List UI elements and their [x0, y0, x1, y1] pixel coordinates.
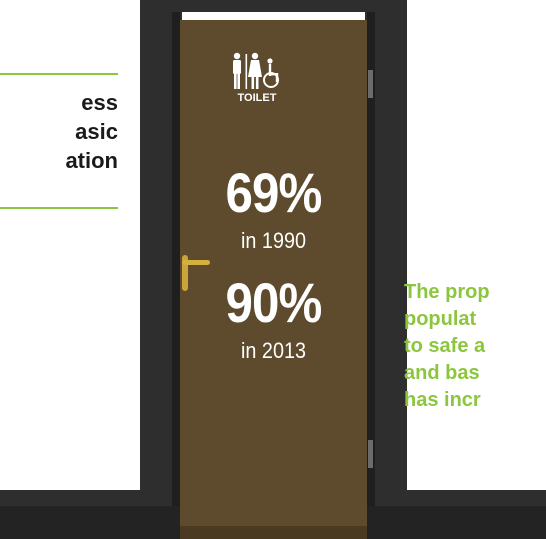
toilet-sign-icon: [233, 52, 279, 89]
left-bottom-rule: [0, 207, 118, 209]
stat-value-1990: 69%: [225, 161, 322, 224]
door-bottom-edge: [180, 526, 367, 539]
stat-value-2013: 90%: [225, 271, 322, 334]
stat-year-1990: in 1990: [241, 228, 306, 253]
left-top-rule: [0, 73, 118, 75]
right-caption-line-4: and bas: [404, 362, 480, 384]
left-caption-line-3: ation: [65, 148, 118, 173]
left-caption-line-2: asic: [75, 119, 118, 144]
door-hinge-top: [368, 70, 373, 98]
right-caption: The prop populat to safe a and bas has i…: [404, 279, 546, 414]
floor-right: [402, 490, 546, 506]
floor-left: [0, 490, 146, 506]
door-hinge-bottom: [368, 440, 373, 468]
stat-year-2013: in 2013: [241, 338, 306, 363]
door-frame-inner-right: [367, 12, 375, 506]
left-caption: ess asic ation: [0, 88, 118, 175]
right-caption-line-5: has incr: [404, 389, 481, 411]
right-caption-line-2: populat: [404, 308, 477, 330]
door-frame-inner-left: [172, 12, 180, 506]
door: [180, 20, 367, 530]
left-caption-line-1: ess: [81, 90, 118, 115]
door-handle-lever[interactable]: [182, 260, 210, 265]
right-caption-line-3: to safe a: [404, 335, 486, 357]
toilet-sign-label: TOILET: [237, 92, 277, 104]
door-handle-plate: [182, 255, 188, 291]
door-frame-top: [140, 0, 407, 12]
right-caption-line-1: The prop: [404, 281, 490, 303]
